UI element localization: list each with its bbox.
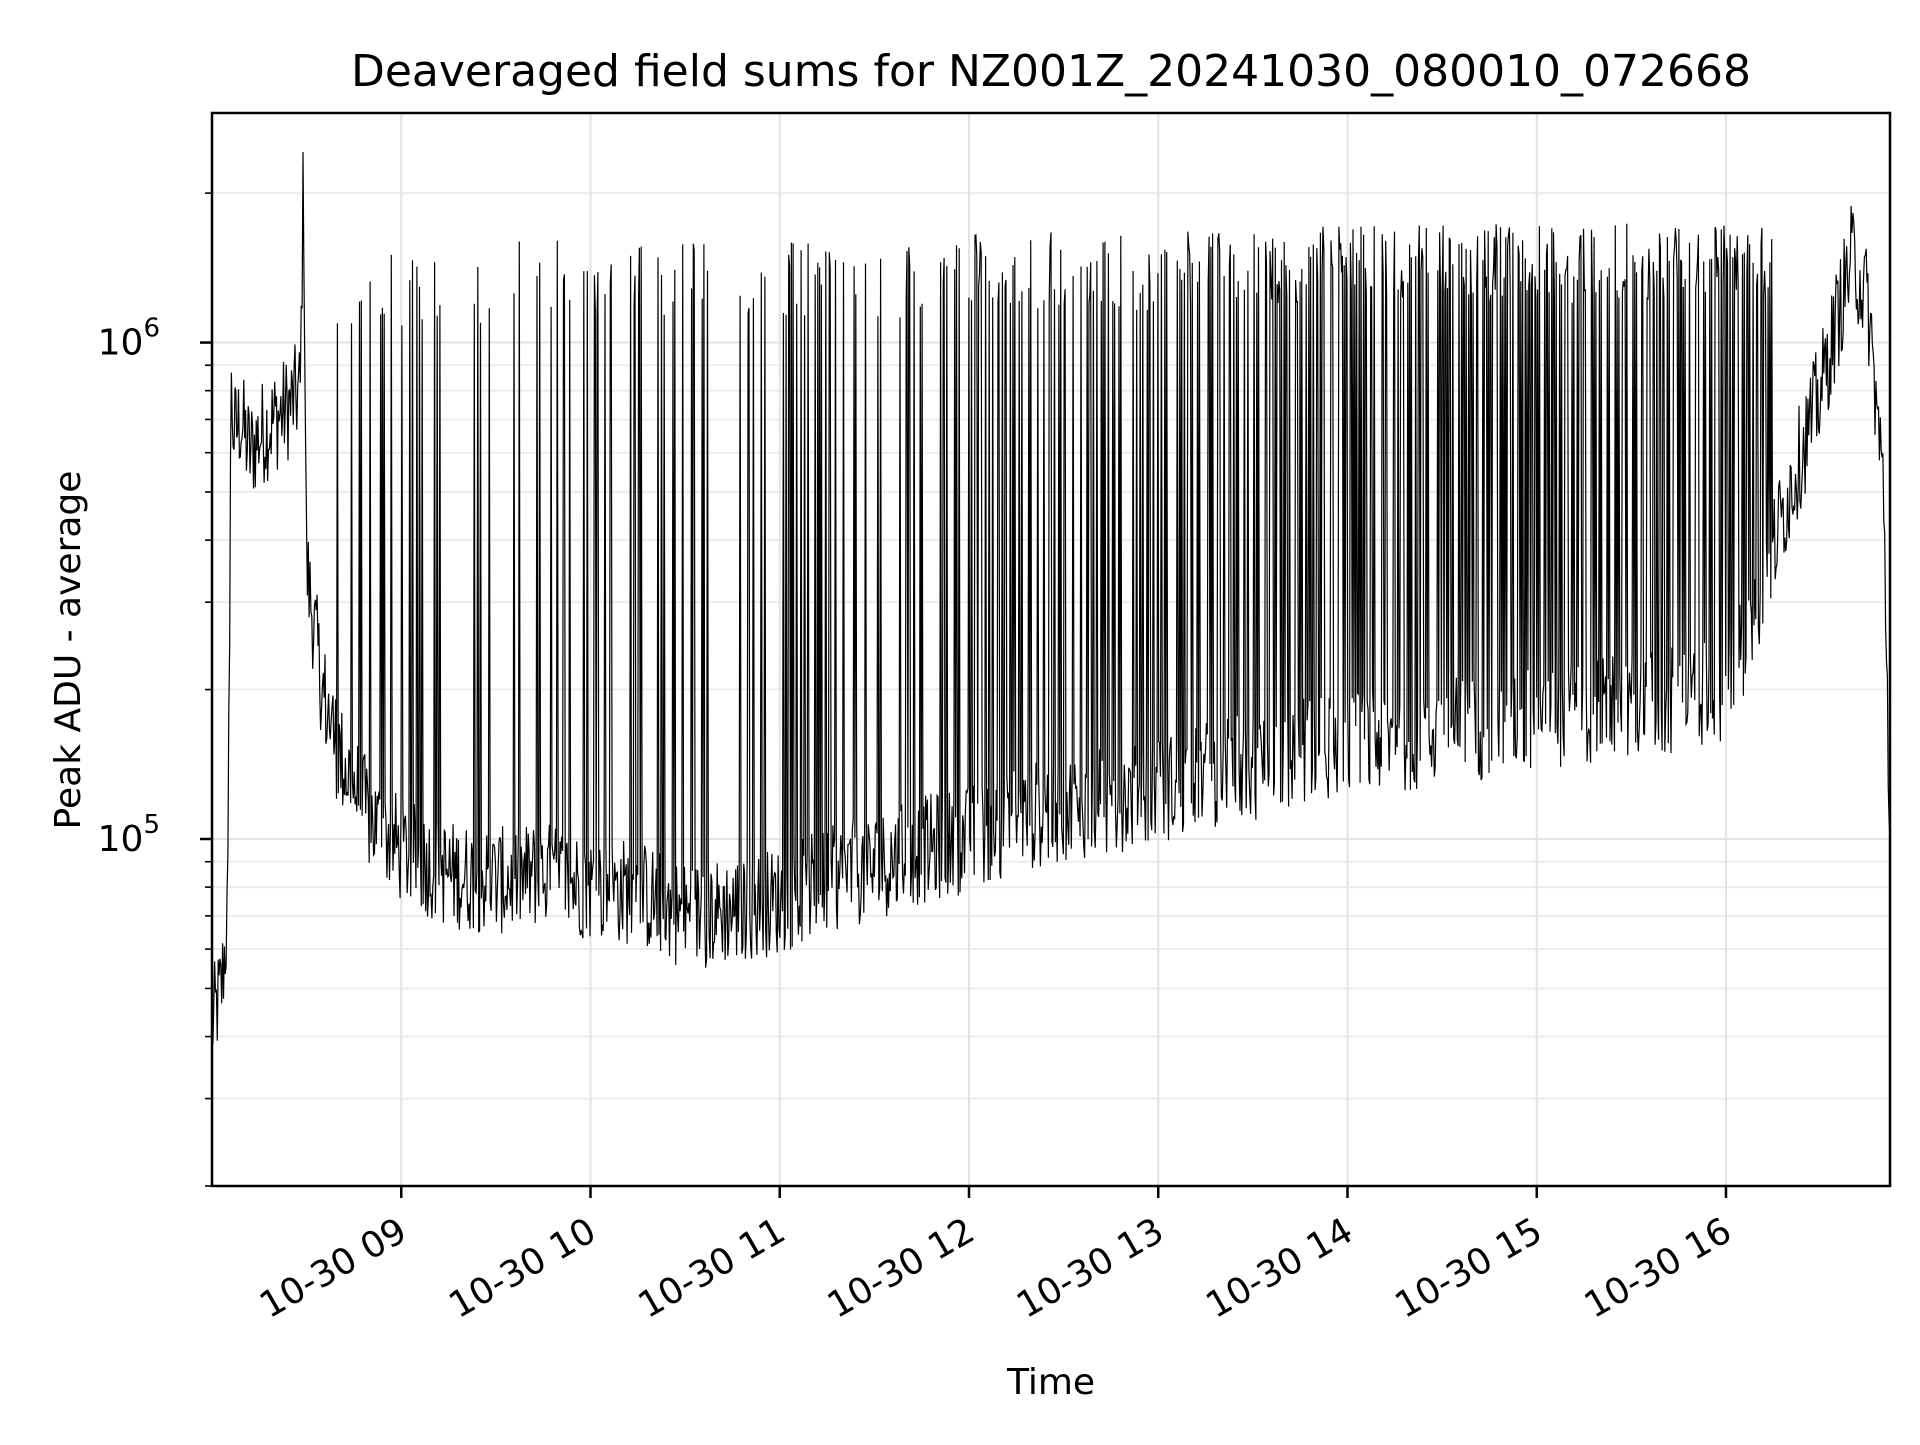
chart-title: Deaveraged field sums for NZ001Z_2024103… bbox=[351, 46, 1751, 97]
y-axis-label: Peak ADU - average bbox=[48, 471, 89, 830]
x-tick-label: 10-30 13 bbox=[1010, 1210, 1171, 1326]
plot-frame bbox=[210, 111, 1892, 1188]
series-layer bbox=[211, 151, 1891, 1044]
x-tick-label: 10-30 16 bbox=[1578, 1210, 1739, 1326]
x-tick-label: 10-30 10 bbox=[442, 1210, 603, 1326]
x-axis-label: Time bbox=[1006, 1362, 1095, 1403]
x-tick-label: 10-30 15 bbox=[1389, 1210, 1550, 1326]
x-tick-label: 10-30 09 bbox=[253, 1210, 414, 1326]
y-tick-label: 105 bbox=[98, 810, 160, 860]
y-tick-label: 106 bbox=[98, 314, 160, 364]
x-tick-label: 10-30 11 bbox=[632, 1210, 793, 1326]
x-tick-label: 10-30 12 bbox=[821, 1210, 982, 1326]
series-line bbox=[211, 151, 1891, 1044]
x-tick-label: 10-30 14 bbox=[1199, 1210, 1360, 1326]
